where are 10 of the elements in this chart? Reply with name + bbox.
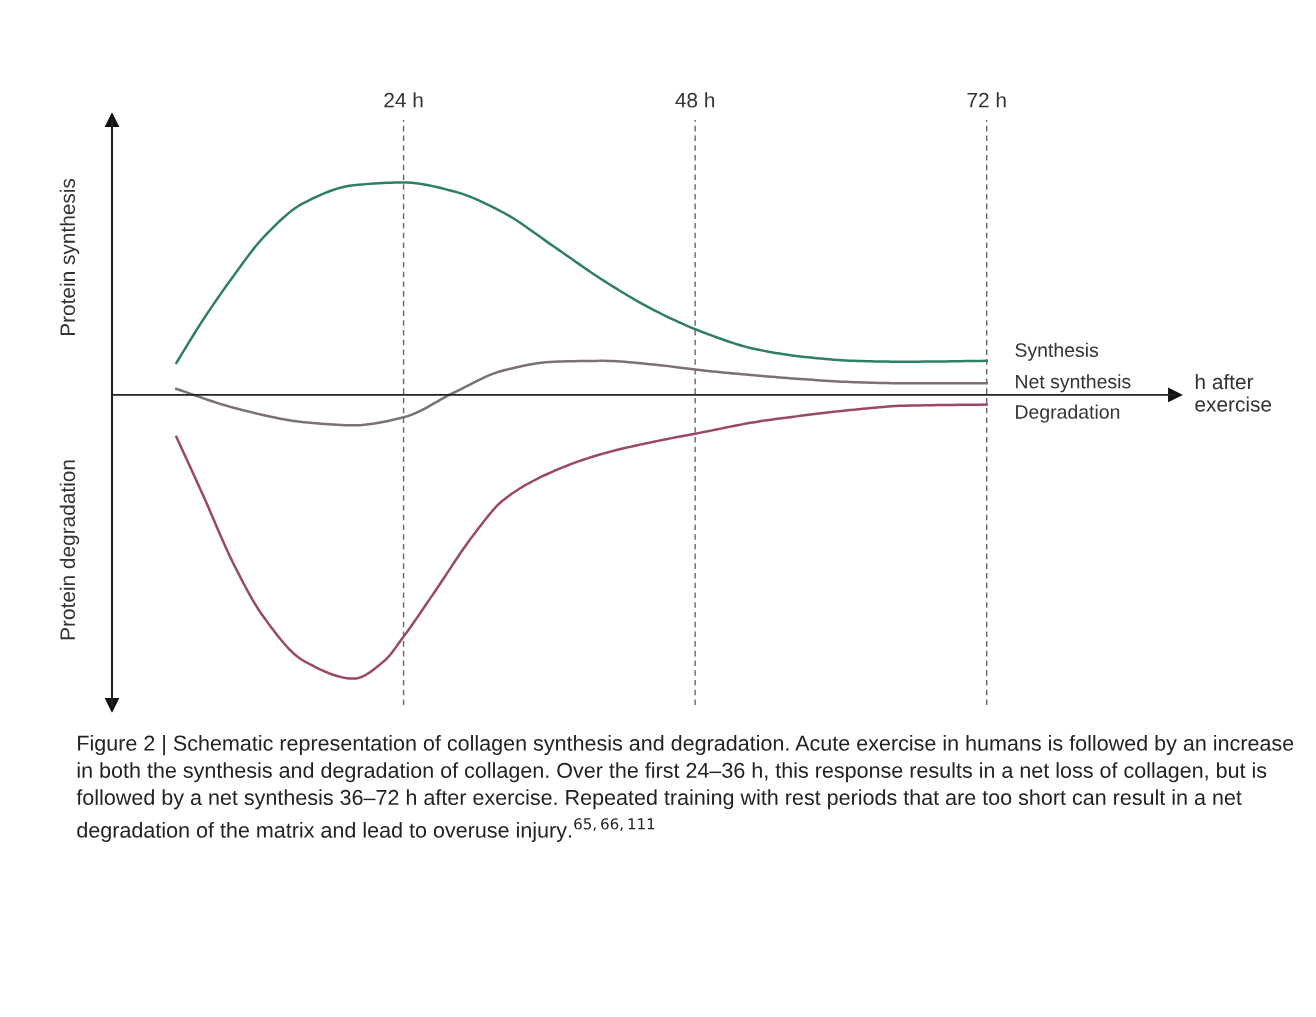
series-label: Degradation xyxy=(1016,404,1120,423)
series-label: Synthesis xyxy=(1015,342,1099,361)
y-axis-title: Protein synthesis xyxy=(59,178,80,336)
x-tick-label: 48 h xyxy=(675,92,715,108)
x-axis-title: h after exercise xyxy=(1195,373,1272,412)
x-tick-label: 72 h xyxy=(967,92,1006,108)
y2-axis-title: Protein degradation xyxy=(59,460,80,640)
x-tick-label: 24 h xyxy=(384,92,423,108)
caption: Figure 2 | Schematic representation of collagen synthesis and degradation. Acute exercise in humans is followed by an increase in both the synthesis and degradation of collagen. Over the first 24–36 h, this response results in a net loss of collagen, but is followed by a net synthesis 36–72 h after exercise. Repeated training with rest periods that are too short can result in a net degradation of the matrix and lead to overuse injury.$^{65,66,111}$ xyxy=(76,735,1294,843)
series-label: Net synthesis xyxy=(1016,374,1131,393)
